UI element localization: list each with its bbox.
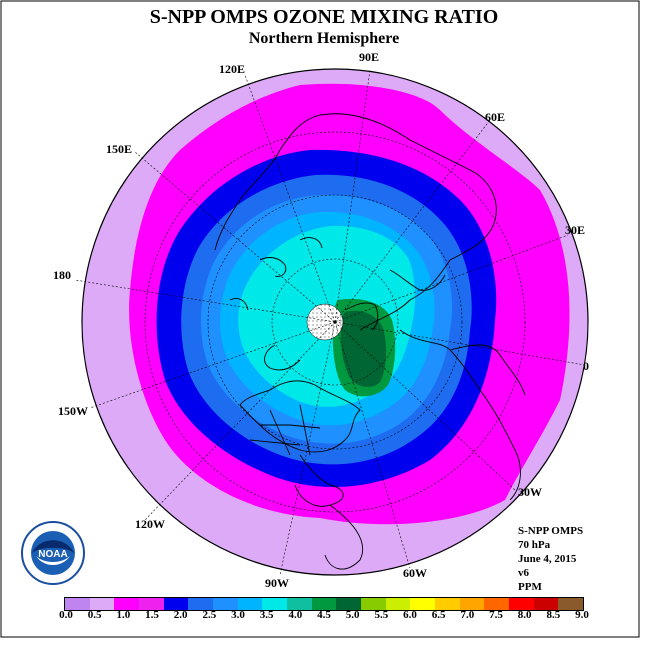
lon-label-30w: 30W [518,485,542,499]
map-subtitle: Northern Hemisphere [248,30,400,47]
info-version: v6 [518,567,529,579]
colorbar-tick-label: 6.0 [403,609,417,621]
colorbar-tick-label: 2.5 [202,609,217,621]
colorbar-tick-label: 1.0 [116,609,131,621]
graticule [74,69,586,576]
colorbar-segment [163,598,189,610]
colorbar-tick-label: 2.0 [173,609,188,621]
colorbar-tick-label: 7.5 [489,609,503,621]
colorbar-tick-label: 0.5 [87,609,102,621]
colorbar-segment [533,598,559,610]
lon-label-0: 0 [583,359,589,373]
colorbar-tick-label: 5.5 [374,609,389,621]
colorbar-tick-label: 3.5 [259,609,274,621]
colorbar-segment [262,598,288,610]
info-level: 70 hPa [518,539,551,551]
colorbar-segment [435,598,460,610]
logo-text: NOAA [38,549,67,560]
colorbar-labels: 0.0 0.5 1.0 1.5 2.0 2.5 3.0 3.5 4.0 4.5 5.0 5.5 6.0 6… [0,609,648,623]
colorbar-segment [336,598,362,610]
noaa-logo: NOAA [21,521,85,585]
colorbar-tick-label: 7.0 [460,609,475,621]
colorbar-segment [89,598,115,610]
colorbar-segment [188,598,214,610]
lon-label-120w: 120W [135,517,165,531]
colorbar [64,597,584,611]
colorbar-segment [410,598,436,610]
colorbar-segment [361,598,386,610]
colorbar-segment [237,598,263,610]
lon-label-30e: 30E [565,223,586,237]
colorbar-segment [558,598,584,610]
colorbar-tick-label: 8.0 [517,609,532,621]
figure-frame [0,0,640,638]
contour-4.5-5.0 [340,310,387,387]
colorbar-tick-label: 3.0 [231,609,245,621]
colorbar-tick-label: 4.0 [288,609,303,621]
info-instrument: S-NPP OMPS [518,525,584,537]
ozone-contours [82,69,588,575]
lon-label-60e: 60E [485,110,506,124]
colorbar-tick-label: 4.5 [317,609,331,621]
colorbar-segment [509,598,534,610]
colorbar-tick-label: 1.5 [145,609,159,621]
map-disc-border [81,68,589,576]
colorbar-tick-label: 6.5 [431,609,446,621]
colorbar-tick-label: 9.0 [575,609,589,621]
lon-label-120e: 120E [219,62,246,76]
colorbar-segment [459,598,485,610]
colorbar-segment [484,598,510,610]
colorbar-tick-label: 5.0 [345,609,360,621]
colorbar-segment [311,598,337,610]
colorbar-tick-label: 8.5 [546,609,561,621]
colorbar-segment [287,598,312,610]
lon-label-180: 180 [53,268,71,282]
colorbar-segment [213,598,238,610]
lon-label-150w: 150W [58,404,88,418]
info-units: PPM [518,581,542,593]
colorbar-segment [65,598,90,610]
lon-label-60w: 60W [403,566,427,580]
info-date: June 4, 2015 [518,553,577,565]
lon-label-150e: 150E [106,142,133,156]
colorbar-segment [385,598,411,610]
polar-no-data-region [306,303,344,341]
colorbar-segment [139,598,164,610]
info-block: S-NPP OMPS 70 hPa June 4, 2015 v6 PPM [518,524,583,594]
lon-label-90e: 90E [359,50,380,64]
map-title: S-NPP OMPS OZONE MIXING RATIO [149,6,499,28]
lon-label-90w: 90W [265,576,289,590]
colorbar-tick-label: 0.0 [59,609,73,621]
colorbar-segment [114,598,140,610]
coastlines [214,113,526,570]
